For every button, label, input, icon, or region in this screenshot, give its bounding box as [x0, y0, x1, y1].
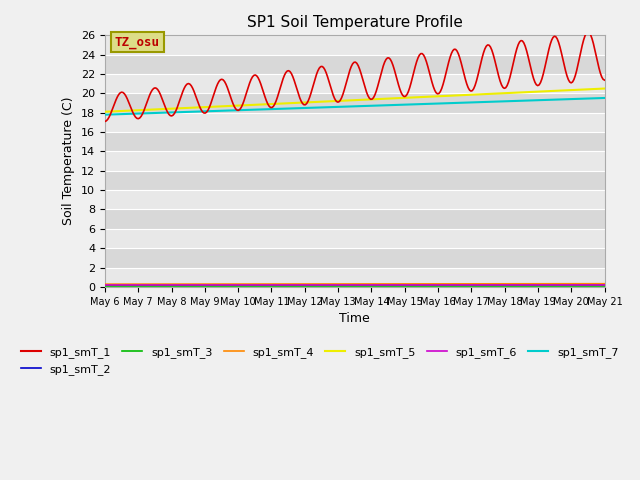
sp1_smT_2 [163, 282, 170, 288]
sp1_smT_3 [267, 283, 275, 288]
sp1_smT_3 [573, 283, 580, 288]
Bar [105, 151, 605, 171]
sp1_smT_4 [601, 281, 609, 287]
sp1_smT_7 [573, 96, 580, 102]
sp1_smT_6 [601, 282, 609, 288]
sp1_smT_7 [250, 107, 258, 113]
sp1_smT_6 [319, 282, 327, 288]
Bar [105, 248, 605, 267]
Bar [105, 171, 605, 190]
sp1_smT_5 [275, 101, 283, 107]
sp1_smT_2 [250, 282, 258, 288]
sp1_smT_3 [275, 283, 283, 288]
sp1_smT_2 [267, 282, 275, 288]
sp1_smT_7 [601, 95, 609, 101]
Bar [105, 74, 605, 94]
sp1_smT_5 [573, 87, 580, 93]
sp1_smT_2 [601, 282, 609, 288]
sp1_smT_7 [163, 110, 170, 116]
sp1_smT_6 [101, 282, 109, 288]
sp1_smT_5 [163, 106, 170, 112]
sp1_smT_4 [101, 281, 109, 287]
sp1_smT_7 [101, 112, 109, 118]
sp1_smT_1 [573, 68, 580, 73]
sp1_smT_4 [163, 281, 170, 287]
sp1_smT_3 [250, 283, 258, 288]
sp1_smT_7 [267, 106, 275, 112]
Line: sp1_smT_7: sp1_smT_7 [105, 98, 605, 115]
Bar [105, 209, 605, 229]
sp1_smT_1 [275, 90, 283, 96]
Bar [105, 229, 605, 248]
Line: sp1_smT_5: sp1_smT_5 [105, 88, 605, 112]
sp1_smT_4 [573, 281, 580, 287]
sp1_smT_6 [275, 282, 283, 288]
sp1_smT_1 [163, 107, 170, 112]
sp1_smT_3 [319, 283, 327, 288]
sp1_smT_2 [573, 282, 580, 288]
sp1_smT_1 [601, 77, 609, 83]
Bar [105, 190, 605, 209]
sp1_smT_5 [250, 102, 258, 108]
sp1_smT_1 [250, 72, 258, 78]
Y-axis label: Soil Temperature (C): Soil Temperature (C) [62, 97, 76, 225]
sp1_smT_3 [163, 283, 170, 288]
Bar [105, 113, 605, 132]
sp1_smT_5 [601, 85, 609, 91]
sp1_smT_3 [601, 283, 609, 288]
sp1_smT_7 [319, 105, 327, 110]
Bar [105, 94, 605, 113]
sp1_smT_1 [319, 64, 327, 70]
sp1_smT_4 [275, 281, 283, 287]
sp1_smT_6 [250, 282, 258, 288]
sp1_smT_1 [267, 105, 275, 110]
Bar [105, 55, 605, 74]
Bar [105, 36, 605, 55]
sp1_smT_6 [573, 282, 580, 288]
sp1_smT_6 [163, 282, 170, 288]
Bar [105, 267, 605, 287]
sp1_smT_7 [275, 106, 283, 112]
sp1_smT_2 [319, 282, 327, 288]
Text: TZ_osu: TZ_osu [115, 36, 160, 48]
sp1_smT_4 [250, 281, 258, 287]
sp1_smT_3 [101, 283, 109, 288]
Legend: sp1_smT_1, sp1_smT_2, sp1_smT_3, sp1_smT_4, sp1_smT_5, sp1_smT_6, sp1_smT_7: sp1_smT_1, sp1_smT_2, sp1_smT_3, sp1_smT… [17, 343, 623, 379]
sp1_smT_6 [267, 282, 275, 288]
Bar [105, 132, 605, 151]
Line: sp1_smT_1: sp1_smT_1 [105, 32, 605, 121]
sp1_smT_4 [267, 281, 275, 287]
sp1_smT_2 [101, 282, 109, 288]
sp1_smT_4 [319, 281, 327, 287]
sp1_smT_1 [584, 29, 591, 35]
Title: SP1 Soil Temperature Profile: SP1 Soil Temperature Profile [247, 15, 463, 30]
sp1_smT_5 [267, 101, 275, 107]
sp1_smT_1 [101, 119, 109, 124]
sp1_smT_5 [319, 99, 327, 105]
sp1_smT_5 [101, 109, 109, 115]
sp1_smT_2 [275, 282, 283, 288]
X-axis label: Time: Time [339, 312, 370, 325]
